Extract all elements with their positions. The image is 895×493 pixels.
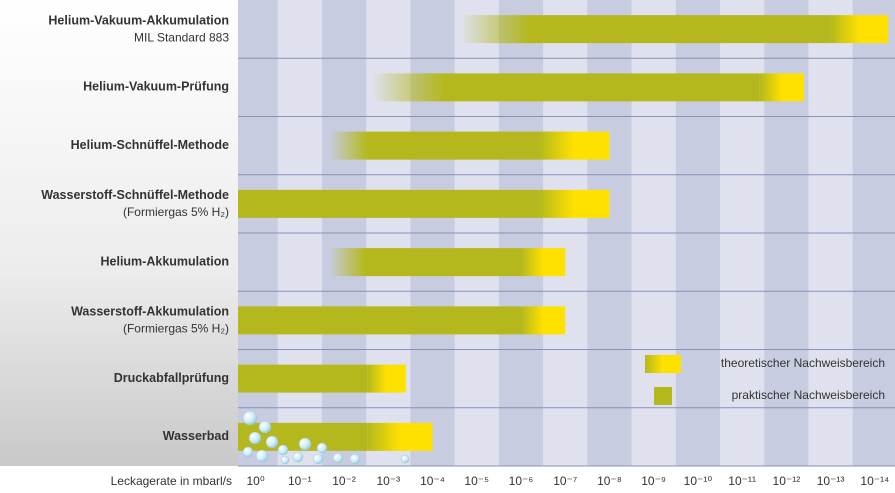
x-tick-label: 10⁻¹¹ bbox=[728, 474, 756, 488]
practical-range bbox=[238, 365, 367, 393]
chart: Helium-Vakuum-Akkumulation MIL Standard 8… bbox=[0, 0, 895, 493]
row-label: Helium-Akkumulation bbox=[101, 254, 230, 268]
theoretical-range bbox=[760, 73, 804, 101]
x-tick-label: 10⁻² bbox=[332, 474, 356, 488]
legend-swatch bbox=[654, 387, 672, 405]
x-tick-label: 10⁻⁷ bbox=[553, 474, 577, 488]
row-note: MIL Standard 883 bbox=[134, 30, 229, 44]
row-label: Helium-Schnüffel-Methode bbox=[71, 138, 229, 152]
row-label: Helium-Vakuum-Prüfung bbox=[83, 80, 229, 94]
row-note: (Formiergas 5% H₂) bbox=[123, 205, 229, 219]
row-label: Wasserstoff-Akkumulation bbox=[71, 305, 229, 319]
x-tick-label: 10⁻⁴ bbox=[420, 474, 445, 488]
x-tick-label: 10⁻⁹ bbox=[641, 474, 666, 488]
theoretical-range bbox=[539, 190, 610, 218]
x-tick-label: 10⁻⁸ bbox=[597, 474, 622, 488]
row-label: Helium-Vakuum-Akkumulation bbox=[48, 13, 229, 27]
practical-range bbox=[238, 190, 539, 218]
theoretical-range bbox=[521, 248, 565, 276]
legend-swatch bbox=[645, 355, 681, 373]
row-label: Wasserbad bbox=[163, 429, 229, 443]
practical-range bbox=[463, 15, 830, 43]
practical-range bbox=[375, 73, 760, 101]
label-panel bbox=[0, 0, 238, 493]
theoretical-range bbox=[367, 365, 406, 393]
x-axis-label: Leckagerate in mbarl/s bbox=[111, 474, 232, 488]
row-label: Wasserstoff-Schnüffel-Methode bbox=[41, 188, 229, 202]
x-tick-label: 10⁻¹ bbox=[288, 474, 312, 488]
x-tick-label: 10⁻⁶ bbox=[509, 474, 534, 488]
legend-label: praktischer Nachweisbereich bbox=[732, 388, 885, 402]
row-label: Druckabfallprüfung bbox=[114, 371, 229, 385]
x-tick-label: 10⁻⁵ bbox=[464, 474, 489, 488]
x-tick-label: 10⁻¹⁴ bbox=[860, 474, 889, 488]
legend-label: theoretischer Nachweisbereich bbox=[721, 356, 885, 370]
theoretical-range bbox=[539, 132, 610, 160]
theoretical-range bbox=[831, 15, 889, 43]
x-tick-label: 10⁻¹² bbox=[773, 474, 801, 488]
practical-range bbox=[238, 306, 521, 334]
practical-range bbox=[331, 248, 521, 276]
theoretical-range bbox=[367, 423, 432, 451]
row-note: (Formiergas 5% H₂) bbox=[123, 322, 229, 336]
x-tick-label: 10⁻¹⁰ bbox=[684, 474, 713, 488]
theoretical-range bbox=[521, 306, 565, 334]
x-tick-label: 10⁻¹³ bbox=[817, 474, 845, 488]
x-tick-label: 10⁰ bbox=[247, 474, 265, 488]
practical-range bbox=[331, 132, 539, 160]
x-tick-label: 10⁻³ bbox=[376, 474, 400, 488]
